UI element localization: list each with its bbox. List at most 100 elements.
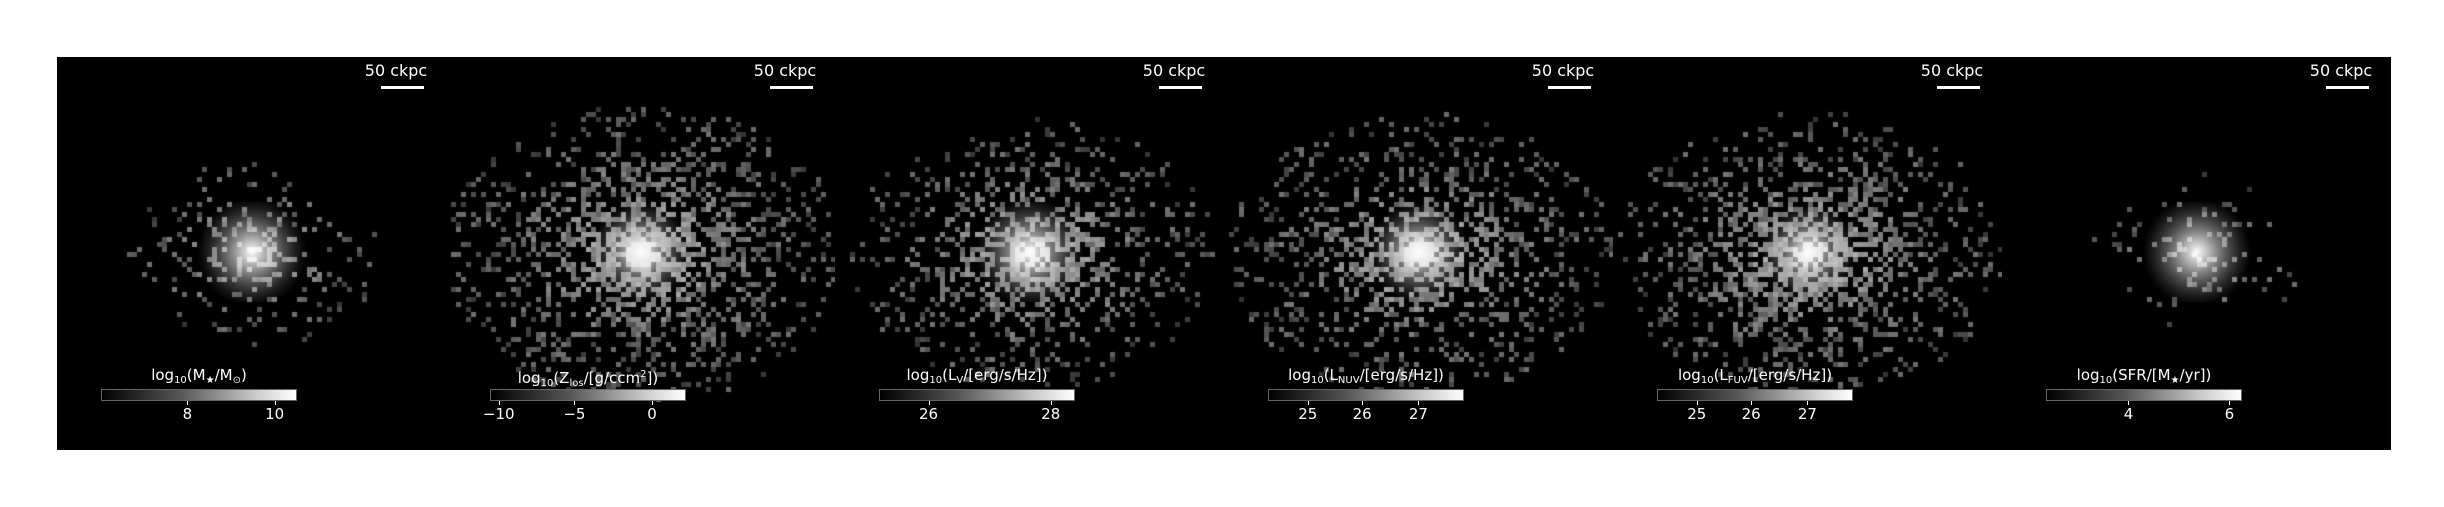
colorbar-label-part: 10	[174, 375, 187, 386]
pixel-map	[1613, 57, 2002, 450]
colorbar-tick	[1696, 401, 1698, 405]
colorbar-tick-label: 8	[182, 405, 193, 423]
colorbar-label-part: )	[240, 366, 247, 384]
colorbar-label-part: 10	[929, 375, 943, 386]
colorbar-gradient	[1657, 389, 1853, 401]
colorbar-tick	[1807, 401, 1809, 405]
colorbar: log10(LNUV/[erg/s/Hz]) 25 26 27	[1268, 365, 1464, 425]
map-panel-metallicity: 50 ckpc log10(Zlos/[g/ccm2]) −10 −5 0	[446, 57, 835, 450]
scale-bar-label: 50 ckpc	[1920, 61, 1984, 80]
scale-bar	[770, 86, 813, 89]
scale-bar-label: 50 ckpc	[1531, 61, 1595, 80]
colorbar-tick	[574, 401, 576, 405]
colorbar-label-part: los	[569, 378, 584, 389]
colorbar-label-part: /yr])	[2179, 366, 2212, 384]
colorbar: log10(Zlos/[g/ccm2]) −10 −5 0	[483, 365, 686, 425]
colorbar-label-part: log	[151, 366, 175, 384]
colorbar-label-part: log	[1677, 366, 1701, 384]
colorbar-gradient	[101, 389, 297, 401]
map-panel-sfr: 50 ckpc log10(SFR/[M★/yr]) 4 6	[2002, 57, 2391, 450]
colorbar-label-part: 10	[1310, 375, 1324, 386]
colorbar: log10(SFR/[M★/yr]) 4 6	[2046, 365, 2242, 425]
colorbar-label-part: /M	[214, 366, 233, 384]
colorbar-tick-label: 4	[2123, 405, 2134, 423]
colorbar-label-part: 10	[540, 378, 554, 389]
colorbar-label-part: 10	[1700, 375, 1714, 386]
colorbar-label: log10(M★/M⊙)	[101, 365, 297, 391]
colorbar-label: log10(SFR/[M★/yr])	[2046, 365, 2242, 391]
colorbar-tick-label: 28	[1041, 405, 1061, 423]
colorbar: log10(M★/M⊙) 8 10	[101, 365, 297, 425]
pixel-map	[57, 57, 446, 450]
colorbar-label-part: /[erg/s/Hz])	[1747, 366, 1833, 384]
scale-bar-label: 50 ckpc	[1142, 61, 1206, 80]
colorbar-label-part: (L	[1713, 366, 1728, 384]
colorbar-label-part: (M	[186, 366, 206, 384]
colorbar-gradient	[490, 389, 686, 401]
colorbar-tick-label: 27	[1797, 405, 1817, 423]
colorbar-tick-label: 25	[1687, 405, 1707, 423]
map-panel-v-band: 50 ckpc log10(LV/[erg/s/Hz]) 26 28	[835, 57, 1224, 450]
colorbar-label-part: V	[956, 375, 964, 386]
colorbar-gradient	[2046, 389, 2242, 401]
colorbar-tick	[2128, 401, 2130, 405]
scale-bar	[1937, 86, 1980, 89]
colorbar-tick-label: 26	[918, 405, 939, 423]
colorbar-tick	[1050, 401, 1052, 405]
colorbar-label: log10(LNUV/[erg/s/Hz])	[1268, 365, 1464, 391]
colorbar-tick	[187, 401, 189, 405]
map-panel-fuv: 50 ckpc log10(LFUV/[erg/s/Hz]) 25 26 27	[1613, 57, 2002, 450]
colorbar-label-part: ★	[2170, 375, 2180, 386]
colorbar-label-part: ★	[205, 375, 215, 386]
colorbar-tick	[2229, 401, 2231, 405]
colorbar-label-part: log	[1288, 366, 1311, 384]
scale-bar-label: 50 ckpc	[2309, 61, 2373, 80]
pixel-map	[1224, 57, 1613, 450]
colorbar-label-part: /[erg/s/Hz])	[1359, 366, 1444, 384]
colorbar-gradient	[879, 389, 1075, 401]
scale-bar	[1548, 86, 1591, 89]
colorbar-tick	[1751, 401, 1753, 405]
map-panel-stellar-mass: 50 ckpc log10(M★/M⊙) 8 10	[57, 57, 446, 450]
colorbar-tick-label: 0	[647, 405, 657, 423]
colorbar-tick-label: −5	[563, 405, 586, 423]
colorbar-label-part: ⊙	[232, 375, 241, 386]
colorbar-label-part: /[erg/s/Hz])	[963, 366, 1048, 384]
colorbar-tick-label: 26	[1741, 405, 1761, 423]
colorbar-tick-label: 26	[1352, 405, 1372, 423]
colorbar-tick-label: 27	[1408, 405, 1428, 423]
colorbar: log10(LV/[erg/s/Hz]) 26 28	[879, 365, 1075, 425]
colorbar-label: log10(Zlos/[g/ccm2])	[490, 365, 686, 394]
colorbar-tick-label: 6	[2224, 405, 2235, 423]
pixel-map	[835, 57, 1224, 450]
colorbar-tick	[274, 401, 276, 405]
colorbar-tick	[1362, 401, 1364, 405]
colorbar-tick-label: −10	[482, 405, 515, 423]
colorbar-tick	[498, 401, 500, 405]
colorbar-label-part: log	[906, 366, 930, 384]
pixel-map	[446, 57, 835, 450]
scale-bar-label: 50 ckpc	[753, 61, 817, 80]
colorbar-label-part: /[g/ccm	[583, 369, 641, 387]
scale-bar-label: 50 ckpc	[364, 61, 428, 80]
scale-bar	[2326, 86, 2369, 89]
colorbar-label-part: FUV	[1727, 375, 1748, 386]
colorbar-label-part: (Z	[553, 369, 570, 387]
colorbar-label-part: log	[2076, 366, 2100, 384]
scale-bar	[381, 86, 424, 89]
colorbar-label-part: log	[517, 369, 541, 387]
pixel-map	[2002, 57, 2391, 450]
colorbar-label-part: 10	[2099, 375, 2113, 386]
colorbar-label: log10(LFUV/[erg/s/Hz])	[1657, 365, 1853, 391]
colorbar-tick	[652, 401, 654, 405]
colorbar: log10(LFUV/[erg/s/Hz]) 25 26 27	[1657, 365, 1853, 425]
map-panel-nuv: 50 ckpc log10(LNUV/[erg/s/Hz]) 25 26 27	[1224, 57, 1613, 450]
colorbar-tick	[1307, 401, 1309, 405]
colorbar-label-part: NUV	[1337, 375, 1360, 386]
colorbar-label-part: (SFR/[M	[2112, 366, 2171, 384]
colorbar-tick-label: 10	[265, 405, 285, 423]
scale-bar	[1159, 86, 1202, 89]
colorbar-tick-label: 25	[1298, 405, 1318, 423]
colorbar-label-part: 2	[640, 369, 647, 380]
colorbar-label-part: (L	[942, 366, 957, 384]
